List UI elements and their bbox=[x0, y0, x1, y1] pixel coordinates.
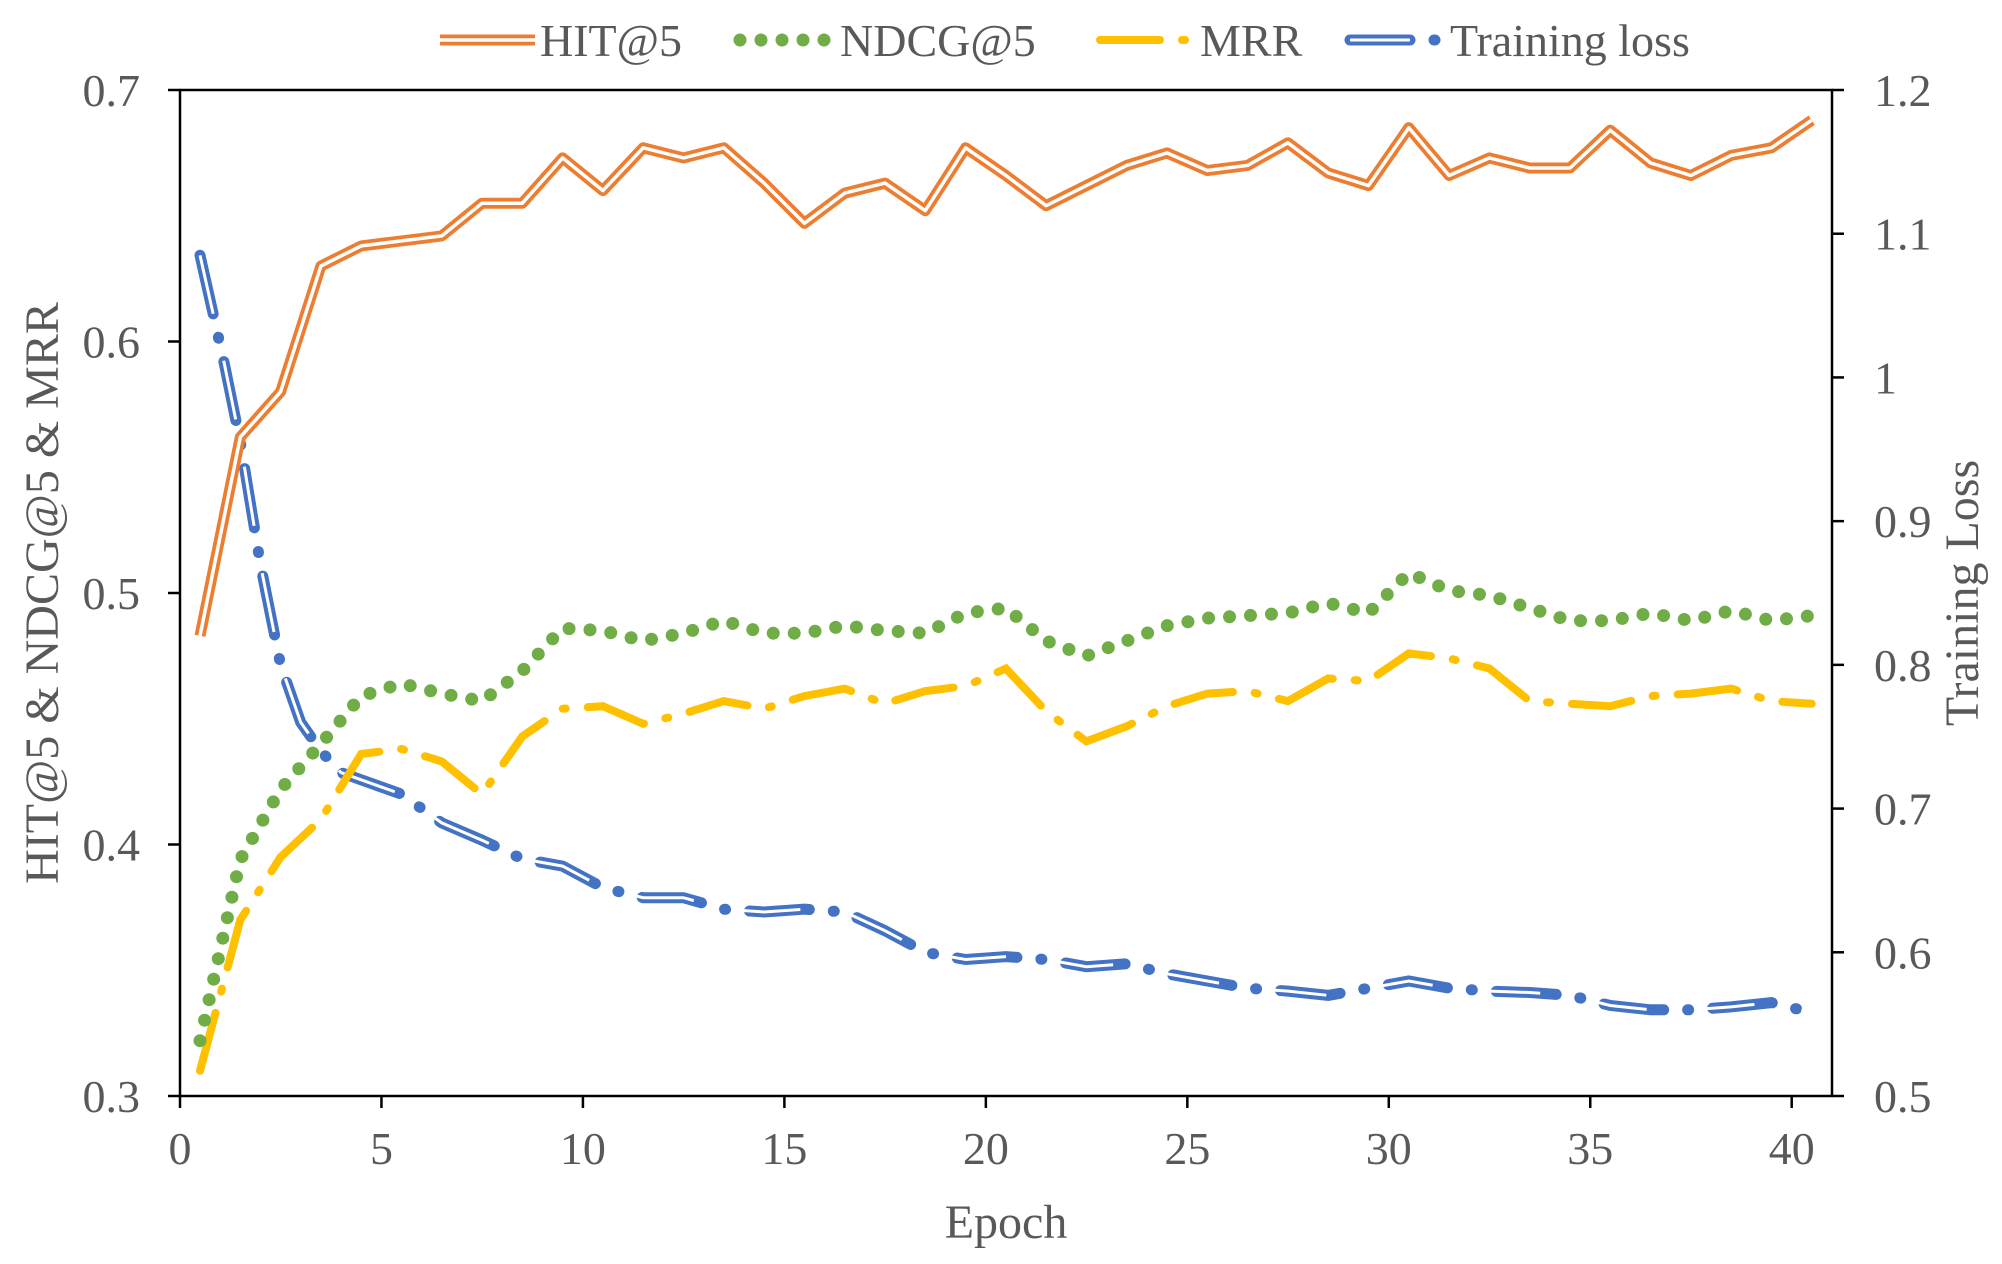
x-tick-label: 40 bbox=[1769, 1123, 1815, 1174]
data-point bbox=[319, 742, 323, 746]
x-tick-label: 30 bbox=[1366, 1123, 1412, 1174]
x-tick-label: 25 bbox=[1164, 1123, 1210, 1174]
data-point bbox=[1568, 619, 1572, 623]
data-point bbox=[258, 562, 262, 566]
data-point bbox=[1568, 993, 1572, 997]
axes-layer: 0 5 10 15 20 25 30 35 40 0.3 0.4 0.5 0.6 0.7 0.5 0.6 0.7… bbox=[83, 65, 1932, 1174]
y2-tick-label: 0.6 bbox=[1874, 927, 1932, 978]
data-point bbox=[1165, 704, 1169, 708]
data-point bbox=[964, 684, 968, 688]
series-line-outer bbox=[194, 115, 1815, 637]
x-tick-label: 10 bbox=[560, 1123, 606, 1174]
series-hit-5 bbox=[194, 115, 1815, 637]
data-point bbox=[641, 639, 645, 643]
y2-tick-label: 0.7 bbox=[1874, 784, 1932, 835]
data-point bbox=[400, 682, 404, 686]
y-tick-label: 0.6 bbox=[83, 317, 141, 368]
data-point bbox=[843, 910, 847, 914]
y2-tick-label: 0.9 bbox=[1874, 496, 1932, 547]
y2-tick-label: 1 bbox=[1874, 352, 1897, 403]
data-point bbox=[1367, 679, 1371, 683]
series-line-outer bbox=[194, 249, 1818, 1019]
data-point bbox=[722, 619, 726, 623]
data-point bbox=[802, 631, 806, 635]
data-point bbox=[1447, 589, 1451, 593]
data-point bbox=[1608, 619, 1612, 623]
y-tick-label: 0.4 bbox=[83, 820, 141, 871]
series-training-loss bbox=[194, 249, 1818, 1019]
data-point bbox=[440, 692, 444, 696]
data-point bbox=[682, 631, 686, 635]
data-point bbox=[883, 702, 887, 706]
series-line-inner bbox=[198, 118, 1813, 637]
y-tick-label: 0.5 bbox=[83, 568, 141, 619]
x-axis-title: Epoch bbox=[945, 1196, 1068, 1249]
legend: HIT@5 NDCG@5 MRR Training loss bbox=[440, 15, 1690, 66]
data-point bbox=[964, 611, 968, 615]
x-tick-label: 5 bbox=[370, 1123, 393, 1174]
series-line-dots bbox=[193, 565, 1819, 1048]
data-point bbox=[1487, 594, 1491, 598]
legend-label: Training loss bbox=[1450, 15, 1690, 66]
series-line-dashes bbox=[196, 649, 1816, 1075]
y2-tick-label: 1.2 bbox=[1874, 65, 1932, 116]
data-point bbox=[480, 699, 484, 703]
legend-label: HIT@5 bbox=[540, 15, 682, 66]
x-tick-label: 35 bbox=[1567, 1123, 1613, 1174]
data-point bbox=[843, 624, 847, 628]
data-point bbox=[1246, 689, 1250, 693]
y-axis-title: HIT@5 & NDCG@5 & MRR bbox=[16, 302, 69, 884]
data-point bbox=[601, 886, 605, 890]
x-tick-label: 0 bbox=[169, 1123, 192, 1174]
y2-axis-title: Training Loss bbox=[1936, 460, 1989, 726]
legend-label: NDCG@5 bbox=[840, 15, 1036, 66]
data-point bbox=[1044, 709, 1048, 713]
data-point bbox=[1769, 699, 1773, 703]
x-tick-label: 15 bbox=[761, 1123, 807, 1174]
y-tick-label: 0.7 bbox=[83, 65, 141, 116]
data-point bbox=[1528, 606, 1532, 610]
series-line-inner bbox=[198, 254, 1813, 1015]
data-point bbox=[319, 817, 323, 821]
x-tick-label: 20 bbox=[963, 1123, 1009, 1174]
series-ndcg-5 bbox=[193, 565, 1819, 1048]
y2-tick-label: 0.5 bbox=[1874, 1071, 1932, 1122]
data-point bbox=[682, 712, 686, 716]
data-point bbox=[1246, 986, 1250, 990]
data-point bbox=[923, 950, 927, 954]
y-tick-label: 0.3 bbox=[83, 1071, 141, 1122]
data-point bbox=[762, 631, 766, 635]
data-point bbox=[480, 792, 484, 796]
data-point bbox=[1407, 571, 1411, 575]
series-mrr bbox=[196, 649, 1816, 1075]
y2-tick-label: 1.1 bbox=[1874, 209, 1932, 260]
series-layer bbox=[193, 115, 1819, 1075]
y2-tick-label: 0.8 bbox=[1874, 640, 1932, 691]
data-point bbox=[359, 694, 363, 698]
legend-label: MRR bbox=[1200, 15, 1303, 66]
